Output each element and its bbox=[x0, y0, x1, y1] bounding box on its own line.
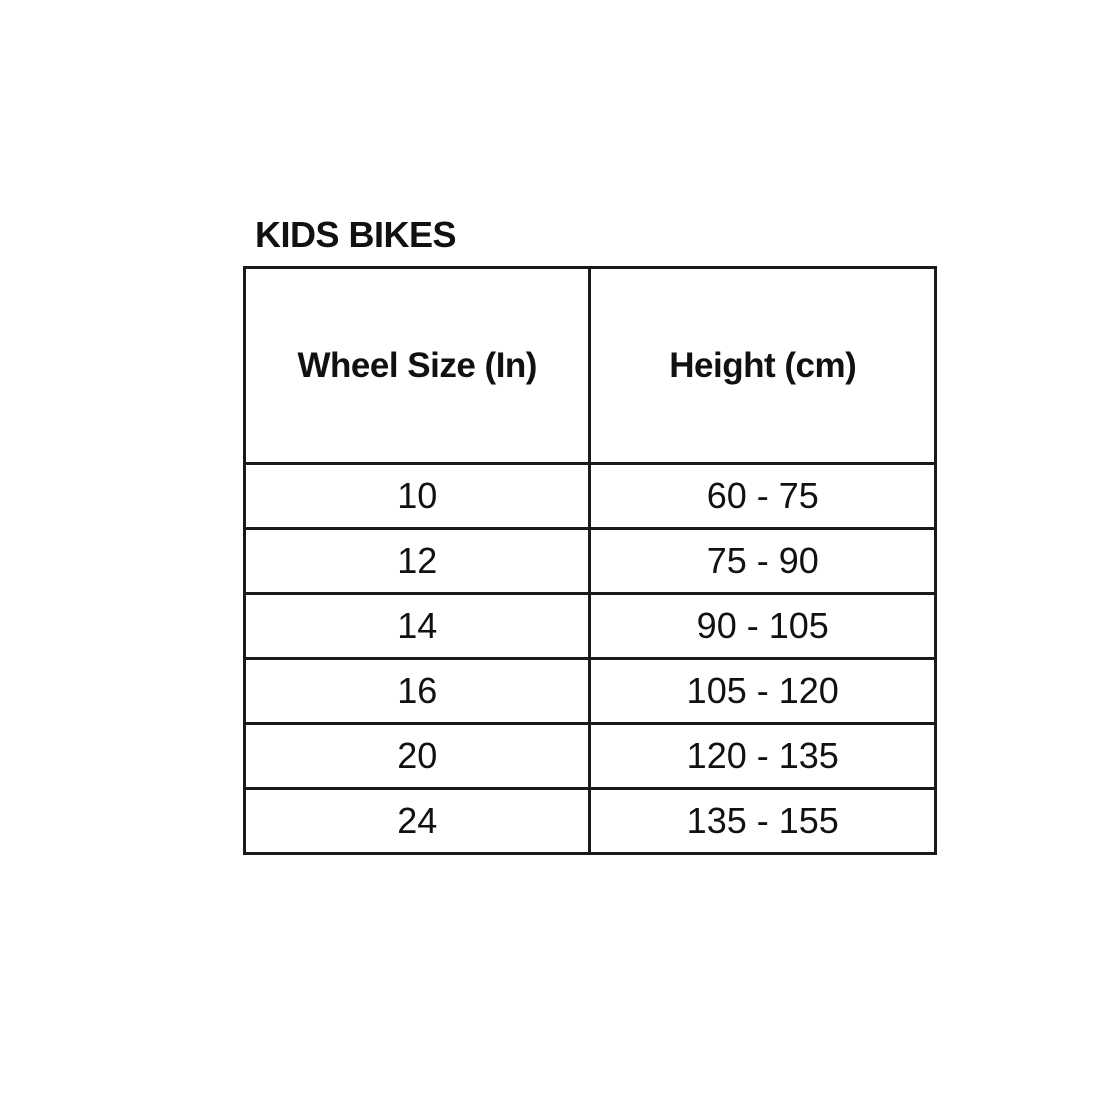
wheel-size-cell: 14 bbox=[242, 592, 592, 660]
wheel-size-cell: 20 bbox=[242, 722, 592, 790]
wheel-size-cell: 10 bbox=[242, 462, 592, 530]
table-row: 10 60 - 75 bbox=[242, 462, 937, 530]
wheel-size-cell: 12 bbox=[242, 527, 592, 595]
table-row: 20 120 - 135 bbox=[242, 722, 937, 790]
table-row: 24 135 - 155 bbox=[242, 787, 937, 855]
height-cell: 90 - 105 bbox=[588, 592, 937, 660]
wheel-size-cell: 16 bbox=[242, 657, 592, 725]
height-cell: 60 - 75 bbox=[588, 462, 937, 530]
header-wheel-size: Wheel Size (In) bbox=[242, 266, 592, 465]
table-row: 12 75 - 90 bbox=[242, 527, 937, 595]
table-title: KIDS BIKES bbox=[255, 214, 457, 255]
height-cell: 105 - 120 bbox=[588, 657, 937, 725]
size-chart-table: Wheel Size (In) Height (cm) 10 60 - 75 12 7… bbox=[242, 266, 937, 855]
height-cell: 75 - 90 bbox=[588, 527, 937, 595]
height-cell: 120 - 135 bbox=[588, 722, 937, 790]
wheel-size-cell: 24 bbox=[242, 787, 592, 855]
header-height: Height (cm) bbox=[588, 266, 937, 465]
table-row: 16 105 - 120 bbox=[242, 657, 937, 725]
table-row: 14 90 - 105 bbox=[242, 592, 937, 660]
height-cell: 135 - 155 bbox=[588, 787, 937, 855]
header-row: Wheel Size (In) Height (cm) bbox=[242, 266, 937, 465]
